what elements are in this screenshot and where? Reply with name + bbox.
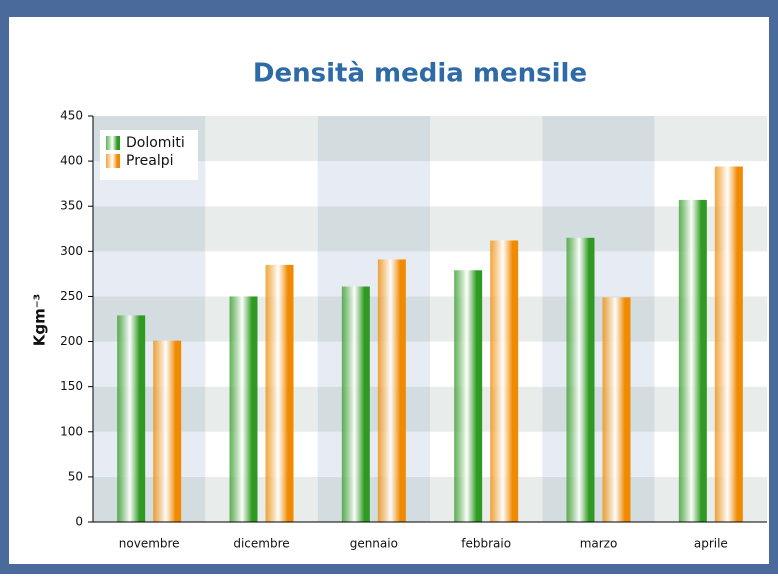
y-tick-label: 300 <box>60 244 83 258</box>
grid-cell <box>654 161 767 207</box>
bar <box>678 199 707 522</box>
x-tick-label: febbraio <box>461 537 511 551</box>
x-tick-label: dicembre <box>233 537 289 551</box>
bar <box>490 240 519 523</box>
grid-cell <box>430 251 543 297</box>
bar <box>117 315 146 522</box>
grid-cell <box>542 296 655 342</box>
grid-cell <box>542 431 655 477</box>
grid-cell <box>205 251 318 297</box>
grid-cell <box>205 386 318 432</box>
grid-cell <box>542 341 655 387</box>
grid-cell <box>317 116 430 162</box>
grid-cell <box>654 251 767 297</box>
y-tick-label: 400 <box>60 154 83 168</box>
grid-cell <box>430 341 543 387</box>
grid-cell <box>654 386 767 432</box>
bar <box>566 237 595 523</box>
grid-cell <box>430 431 543 477</box>
grid-cell <box>542 206 655 252</box>
grid-cell <box>542 116 655 162</box>
grid-cell <box>205 161 318 207</box>
grid-cell <box>93 431 206 477</box>
grid-cell <box>654 476 767 522</box>
grid-cell <box>93 476 206 522</box>
grid-cell <box>93 296 206 342</box>
grid-cell <box>317 206 430 252</box>
y-tick-label: 0 <box>75 515 83 529</box>
grid-cell <box>317 386 430 432</box>
grid-cell <box>205 296 318 342</box>
legend-swatch <box>106 154 120 168</box>
grid-cell <box>205 476 318 522</box>
grid-cell <box>430 206 543 252</box>
y-axis-label: Kgm⁻³ <box>31 294 49 346</box>
grid-cell <box>317 161 430 207</box>
grid-cell <box>654 116 767 162</box>
chart-title: Densità media mensile <box>253 59 587 89</box>
grid-cell <box>317 476 430 522</box>
y-tick-label: 50 <box>68 469 83 483</box>
y-tick-label: 200 <box>60 334 83 348</box>
grid-cell <box>205 431 318 477</box>
grid-cell <box>430 476 543 522</box>
bar <box>714 166 743 522</box>
grid-cell <box>317 296 430 342</box>
grid-cell <box>542 476 655 522</box>
x-tick-label: marzo <box>580 537 618 551</box>
grid-cell <box>430 116 543 162</box>
y-tick-label: 100 <box>60 424 83 438</box>
x-tick-label: novembre <box>119 537 180 551</box>
grid-cell <box>93 251 206 297</box>
grid-cell <box>542 161 655 207</box>
y-tick-label: 250 <box>60 289 83 303</box>
grid-cell <box>205 206 318 252</box>
grid-cell <box>654 341 767 387</box>
bar <box>377 259 406 522</box>
grid-cell <box>654 206 767 252</box>
bar <box>153 340 182 522</box>
bar <box>265 264 294 522</box>
grid-cell <box>430 296 543 342</box>
grid-cell <box>205 341 318 387</box>
x-tick-label: aprile <box>694 537 728 551</box>
y-tick-label: 150 <box>60 379 83 393</box>
legend-label: Dolomiti <box>126 135 185 151</box>
legend-swatch <box>106 136 120 150</box>
x-tick-label: gennaio <box>350 537 398 551</box>
grid-cell <box>654 431 767 477</box>
grid-cell <box>317 251 430 297</box>
bar <box>229 296 258 522</box>
grid-cell <box>654 296 767 342</box>
bar <box>454 270 483 522</box>
grid-cell <box>205 116 318 162</box>
grid-cell <box>317 341 430 387</box>
grid-cell <box>93 206 206 252</box>
y-tick-label: 350 <box>60 199 83 213</box>
grid-cell <box>93 341 206 387</box>
grid-cell <box>430 386 543 432</box>
grid-cell <box>93 386 206 432</box>
grid-cell <box>317 431 430 477</box>
grid-cell <box>542 386 655 432</box>
grid-cell <box>542 251 655 297</box>
bar <box>602 297 631 522</box>
legend-label: Prealpi <box>126 153 174 169</box>
y-tick-label: 450 <box>60 109 83 123</box>
grid-cell <box>430 161 543 207</box>
bar <box>341 286 370 522</box>
